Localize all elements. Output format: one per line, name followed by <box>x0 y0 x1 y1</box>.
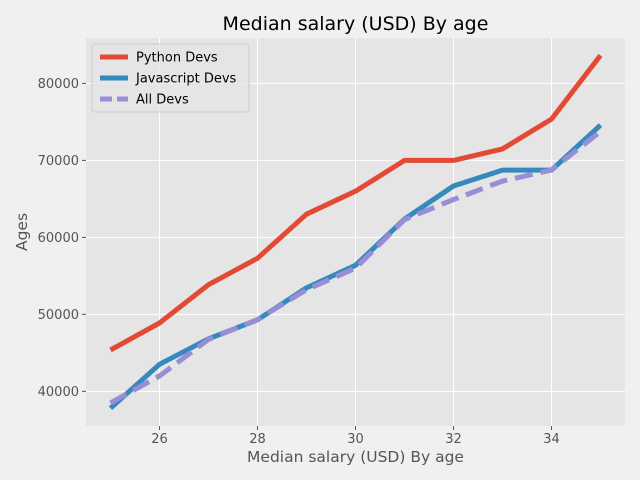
x-tick-label: 34 <box>543 432 560 447</box>
x-tick-label: 28 <box>249 432 266 447</box>
chart-title: Median salary (USD) By age <box>223 13 489 35</box>
series-layer <box>108 53 603 411</box>
legend-label: All Devs <box>136 93 189 108</box>
legend-label: Python Devs <box>136 51 218 66</box>
y-tick-label: 40000 <box>38 385 79 400</box>
x-axis-label: Median salary (USD) By age <box>247 448 464 466</box>
y-axis-label: Ages <box>13 213 31 251</box>
legend: Python Devs Javascript Devs All Devs <box>91 43 250 113</box>
series-line-all-devs <box>109 129 603 406</box>
series-line-python-devs <box>109 53 603 353</box>
x-tick-label: 30 <box>347 432 364 447</box>
y-tick-label: 80000 <box>38 77 79 92</box>
y-tick-label: 60000 <box>38 231 79 246</box>
grid <box>86 38 625 426</box>
legend-label: Javascript Devs <box>135 72 237 87</box>
legend-box <box>91 43 250 113</box>
x-tick-label: 26 <box>151 432 168 447</box>
y-tick-label: 70000 <box>38 154 79 169</box>
tick-labels: 26 28 30 32 34 40000 50000 60000 70000 80000 <box>38 77 560 447</box>
x-tick-label: 32 <box>445 432 462 447</box>
y-tick-label: 50000 <box>38 308 79 323</box>
series-line-javascript-devs <box>108 123 603 411</box>
